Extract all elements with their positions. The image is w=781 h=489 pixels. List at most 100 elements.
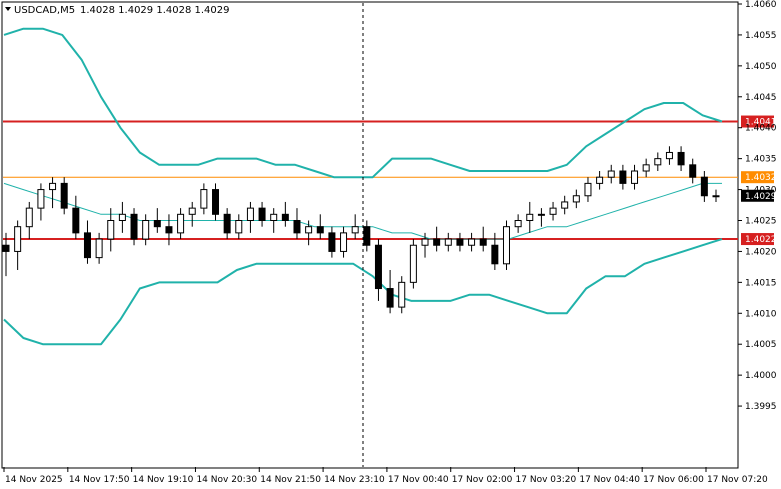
candle (258, 201, 266, 227)
y-tick-label: 1.4055 (745, 31, 777, 41)
candle-body (142, 220, 150, 240)
candles (2, 146, 720, 314)
candle (537, 208, 545, 227)
candle (596, 171, 604, 190)
x-tick-label: 14 Nov 21:50 (260, 475, 321, 485)
candle (118, 201, 126, 233)
candle (14, 220, 22, 270)
candle (2, 232, 10, 277)
candle (549, 201, 557, 221)
candle (223, 208, 231, 240)
candle-body (49, 182, 57, 191)
candle-body (83, 232, 91, 259)
candle-body (619, 170, 627, 184)
candle-body (631, 170, 639, 184)
candle-body (607, 170, 615, 178)
candle-body (14, 226, 22, 252)
y-tick-label: 1.4045 (745, 93, 777, 103)
candle (188, 201, 196, 227)
candle (607, 164, 615, 184)
x-tick-label: 14 Nov 20:30 (196, 475, 257, 485)
chevron-down-icon[interactable] (5, 7, 11, 11)
candle-body (537, 213, 545, 216)
candle (246, 201, 254, 233)
candle-body (305, 226, 313, 234)
candle (456, 232, 464, 252)
candle-body (363, 226, 371, 246)
candle (305, 220, 313, 246)
candle-body (270, 213, 278, 221)
candle-body (491, 244, 499, 265)
current-price-box (741, 189, 774, 202)
candle (491, 232, 499, 270)
level-price-box (741, 171, 774, 184)
candle (281, 201, 289, 227)
candle (153, 208, 161, 233)
candle-body (700, 176, 708, 197)
x-tick-label: 17 Nov 03:20 (516, 475, 577, 485)
candle-body (689, 164, 697, 178)
candle (200, 183, 208, 215)
level-price-label: 1.4032 (745, 173, 777, 183)
symbol-label: USDCAD,M5 (14, 5, 75, 16)
candle-body (118, 213, 126, 221)
candle (37, 183, 45, 221)
candle (386, 269, 394, 314)
candle (502, 220, 510, 270)
candle (212, 183, 220, 221)
candle-body (572, 195, 580, 203)
candle (444, 232, 452, 252)
candle (479, 226, 487, 252)
candle (572, 189, 580, 209)
candle (374, 239, 382, 301)
candle-body (328, 232, 336, 252)
candle (49, 177, 57, 209)
candle-body (374, 244, 382, 290)
y-tick-label: 1.3995 (745, 402, 777, 412)
candle-body (188, 207, 196, 215)
candle-body (316, 226, 324, 234)
candle (421, 232, 429, 258)
candle (677, 146, 685, 172)
level-price-label: 1.4041 (745, 118, 777, 128)
candle (316, 214, 324, 240)
y-tick-label: 1.4050 (745, 62, 777, 72)
candle (83, 220, 91, 264)
y-tick-label: 1.4040 (745, 124, 777, 134)
candle-body (165, 226, 173, 234)
candle-body (514, 220, 522, 228)
candle (328, 226, 336, 258)
candle-body (526, 213, 534, 221)
x-tick-label: 14 Nov 17:50 (69, 475, 130, 485)
price-levels: 1.4041 1.4032 1.4022 1.4029 (3, 115, 777, 246)
candle-body (153, 220, 161, 228)
candle (409, 239, 417, 289)
candle (700, 171, 708, 202)
candle-body (25, 207, 33, 228)
x-tick-label: 17 Nov 06:00 (643, 475, 704, 485)
candle-body (2, 244, 10, 252)
x-tick-label: 14 Nov 23:10 (324, 475, 385, 485)
y-tick-label: 1.4015 (745, 278, 777, 288)
x-tick-label: 17 Nov 04:40 (579, 475, 640, 485)
candle (712, 189, 720, 202)
candle-body (712, 195, 720, 198)
candle (60, 177, 68, 215)
candle (561, 195, 569, 215)
y-tick-label: 1.4025 (745, 217, 777, 227)
candle-body (293, 220, 301, 234)
level-price-label: 1.4022 (745, 235, 777, 245)
candle-body (60, 182, 68, 209)
y-tick-label: 1.4060 (745, 0, 777, 10)
candle-body (258, 207, 266, 221)
y-tick-label: 1.4035 (745, 155, 777, 165)
candle-body (386, 288, 394, 308)
candle-body (409, 244, 417, 283)
candle (433, 226, 441, 252)
candle-body (281, 213, 289, 221)
candle-body (479, 238, 487, 246)
ohlc-readout: 1.4028 1.4029 1.4028 1.4029 (80, 5, 230, 16)
candle-body (340, 232, 348, 252)
y-tick-label: 1.4030 (745, 186, 777, 196)
